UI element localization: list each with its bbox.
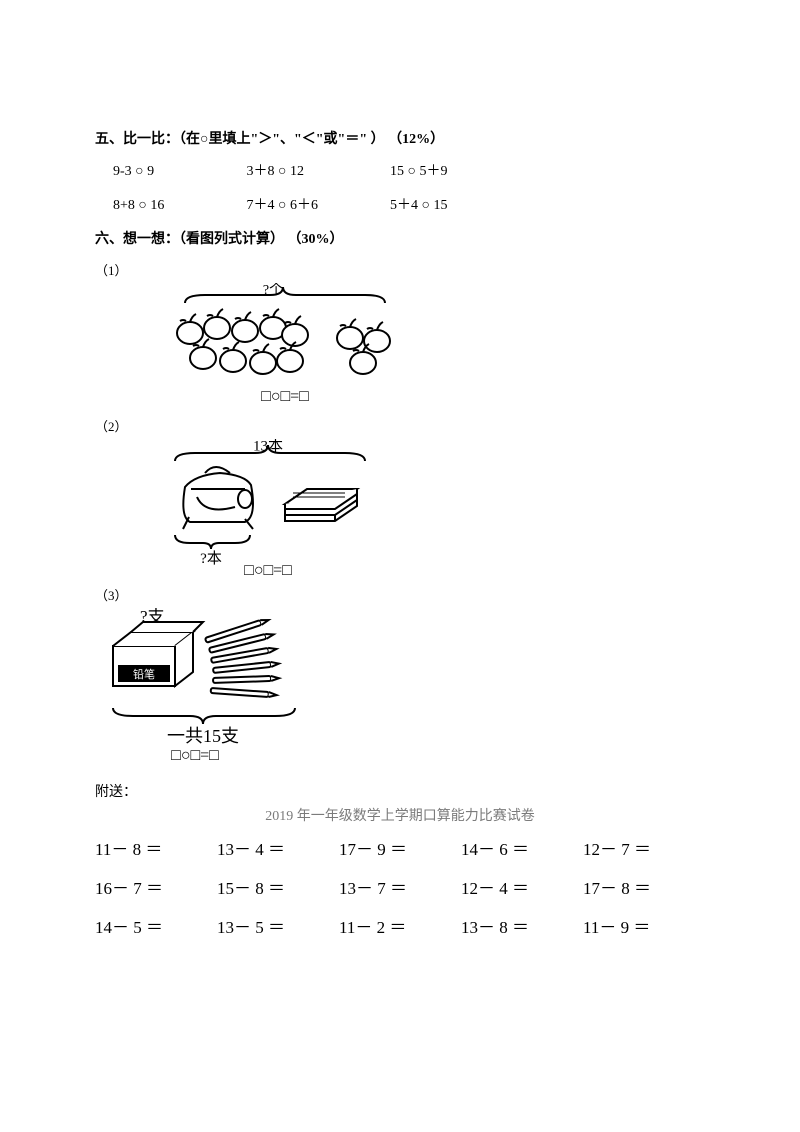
calc-cell: 14－ 5 ＝: [95, 913, 217, 938]
calc-cell: 17－ 8 ＝: [583, 874, 705, 899]
appendix-title: 2019 年一年级数学上学期口算能力比赛试卷: [95, 805, 705, 825]
sub1-label: （1）: [95, 260, 705, 279]
calc-cell: 17－ 9 ＝: [339, 835, 461, 860]
q1-label: ?个: [263, 283, 283, 298]
section6-title: 六、想一想：（看图列式计算） （30%）: [95, 228, 705, 248]
calc-cell: 12－ 4 ＝: [461, 874, 583, 899]
calc-cell: 11－ 2 ＝: [339, 913, 461, 938]
calc-cell: 12－ 7 ＝: [583, 835, 705, 860]
calc-row-0: 11－ 8 ＝ 13－ 4 ＝ 17－ 9 ＝ 14－ 6 ＝ 12－ 7 ＝: [95, 835, 705, 860]
eq2: □○□=□: [244, 562, 292, 577]
figure-2-books: 13本 ?本 □○□=□: [155, 439, 705, 577]
calc-cell: 13－ 8 ＝: [461, 913, 583, 938]
calc-row-1: 16－ 7 ＝ 15－ 8 ＝ 13－ 7 ＝ 12－ 4 ＝ 17－ 8 ＝: [95, 874, 705, 899]
figure-1-apples: ?个 □○□=□: [155, 283, 705, 408]
section5-title: 五、比一比：（在○里填上"＞"、"＜"或"＝" ） （12%）: [95, 128, 705, 148]
calc-cell: 15－ 8 ＝: [217, 874, 339, 899]
calc-row-2: 14－ 5 ＝ 13－ 5 ＝ 11－ 2 ＝ 13－ 8 ＝ 11－ 9 ＝: [95, 913, 705, 938]
calc-cell: 16－ 7 ＝: [95, 874, 217, 899]
q3-bottom-label: 一共15支: [167, 726, 239, 746]
calc-cell: 13－ 7 ＝: [339, 874, 461, 899]
sub2-label: （2）: [95, 416, 705, 435]
calc-cell: 11－ 9 ＝: [583, 913, 705, 938]
svg-text:铅笔: 铅笔: [133, 667, 155, 681]
q2-top-label: 13本: [253, 439, 283, 455]
s5r1p1: 9-3 ○ 9: [113, 164, 243, 180]
eq1: □○□=□: [261, 388, 309, 405]
s5r2p1: 8+8 ○ 16: [113, 198, 243, 214]
appendix-label: 附送：: [95, 781, 705, 801]
section5-row2: 8+8 ○ 16 7＋4 ○ 6＋6 5＋4 ○ 15: [95, 194, 705, 214]
section5-row1: 9-3 ○ 9 3＋8 ○ 12 15 ○ 5＋9: [95, 160, 705, 180]
eq3: □○□=□: [171, 747, 219, 763]
calc-cell: 11－ 8 ＝: [95, 835, 217, 860]
calc-table: 11－ 8 ＝ 13－ 4 ＝ 17－ 9 ＝ 14－ 6 ＝ 12－ 7 ＝ …: [95, 835, 705, 938]
s5r2p2: 7＋4 ○ 6＋6: [247, 194, 387, 214]
s5r2p3: 5＋4 ○ 15: [390, 194, 530, 214]
s5r1p2: 3＋8 ○ 12: [247, 160, 387, 180]
q2-bottom-label: ?本: [200, 550, 222, 567]
figure-3-pencils: ?支 铅笔 一共15支 □○□=: [95, 608, 705, 763]
s5r1p3: 15 ○ 5＋9: [390, 160, 530, 180]
calc-cell: 14－ 6 ＝: [461, 835, 583, 860]
calc-cell: 13－ 4 ＝: [217, 835, 339, 860]
sub3-label: （3）: [95, 585, 705, 604]
calc-cell: 13－ 5 ＝: [217, 913, 339, 938]
